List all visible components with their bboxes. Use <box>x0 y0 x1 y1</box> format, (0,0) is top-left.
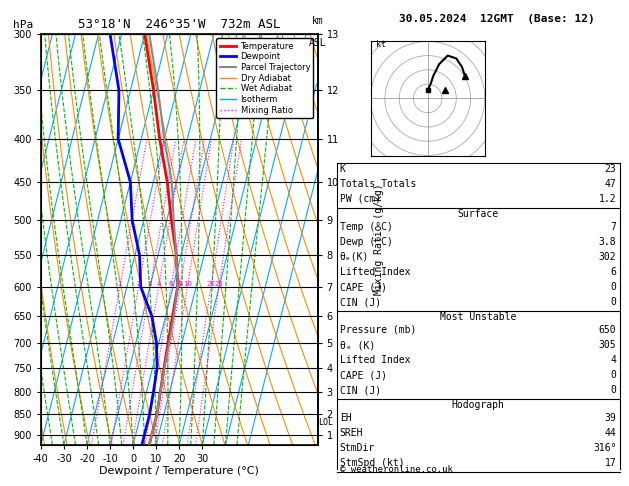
Text: 650: 650 <box>599 325 616 335</box>
Text: 302: 302 <box>599 252 616 262</box>
Text: 1.2: 1.2 <box>599 194 616 204</box>
Text: 1: 1 <box>118 281 122 287</box>
Text: 4: 4 <box>157 281 161 287</box>
Text: 2: 2 <box>136 281 141 287</box>
Legend: Temperature, Dewpoint, Parcel Trajectory, Dry Adiabat, Wet Adiabat, Isotherm, Mi: Temperature, Dewpoint, Parcel Trajectory… <box>216 38 313 118</box>
Text: 10: 10 <box>183 281 192 287</box>
Text: 316°: 316° <box>593 443 616 453</box>
Text: © weatheronline.co.uk: © weatheronline.co.uk <box>340 465 452 474</box>
Text: CIN (J): CIN (J) <box>340 297 381 307</box>
Text: CAPE (J): CAPE (J) <box>340 370 387 380</box>
Text: EH: EH <box>340 413 352 423</box>
Text: 39: 39 <box>604 413 616 423</box>
Text: 7: 7 <box>611 222 616 232</box>
Text: Mixing Ratio (g/kg): Mixing Ratio (g/kg) <box>374 184 384 295</box>
Text: 20: 20 <box>206 281 215 287</box>
Text: θₑ(K): θₑ(K) <box>340 252 369 262</box>
Text: kt: kt <box>376 40 386 49</box>
Text: Lifted Index: Lifted Index <box>340 355 410 365</box>
Text: Temp (°C): Temp (°C) <box>340 222 392 232</box>
Text: 0: 0 <box>611 385 616 395</box>
Text: Most Unstable: Most Unstable <box>440 312 516 322</box>
Text: StmDir: StmDir <box>340 443 375 453</box>
Text: 6: 6 <box>611 267 616 277</box>
Text: 3.8: 3.8 <box>599 237 616 247</box>
Text: 25: 25 <box>214 281 223 287</box>
Text: θₑ (K): θₑ (K) <box>340 340 375 350</box>
Text: 0: 0 <box>611 370 616 380</box>
Text: 6: 6 <box>169 281 173 287</box>
Text: 0: 0 <box>611 297 616 307</box>
Text: 30.05.2024  12GMT  (Base: 12): 30.05.2024 12GMT (Base: 12) <box>399 14 595 24</box>
Text: StmSpd (kt): StmSpd (kt) <box>340 458 404 469</box>
Text: CIN (J): CIN (J) <box>340 385 381 395</box>
Text: 47: 47 <box>604 179 616 189</box>
Text: 44: 44 <box>604 428 616 438</box>
Title: 53°18'N  246°35'W  732m ASL: 53°18'N 246°35'W 732m ASL <box>78 18 281 32</box>
Text: 4: 4 <box>611 355 616 365</box>
Text: Dewp (°C): Dewp (°C) <box>340 237 392 247</box>
Text: SREH: SREH <box>340 428 363 438</box>
Text: Totals Totals: Totals Totals <box>340 179 416 189</box>
Text: PW (cm): PW (cm) <box>340 194 381 204</box>
Text: 23: 23 <box>604 164 616 174</box>
X-axis label: Dewpoint / Temperature (°C): Dewpoint / Temperature (°C) <box>99 467 259 476</box>
Text: Hodograph: Hodograph <box>452 400 504 410</box>
Text: Surface: Surface <box>457 209 499 219</box>
Text: K: K <box>340 164 345 174</box>
Text: 305: 305 <box>599 340 616 350</box>
Text: 3: 3 <box>148 281 152 287</box>
Text: 17: 17 <box>604 458 616 469</box>
Text: LOL: LOL <box>318 418 333 427</box>
Text: km: km <box>312 16 323 26</box>
Text: CAPE (J): CAPE (J) <box>340 282 387 292</box>
Text: Lifted Index: Lifted Index <box>340 267 410 277</box>
Text: ASL: ASL <box>309 38 326 48</box>
Text: 8: 8 <box>178 281 182 287</box>
Text: hPa: hPa <box>13 20 33 30</box>
Text: 0: 0 <box>611 282 616 292</box>
Text: Pressure (mb): Pressure (mb) <box>340 325 416 335</box>
